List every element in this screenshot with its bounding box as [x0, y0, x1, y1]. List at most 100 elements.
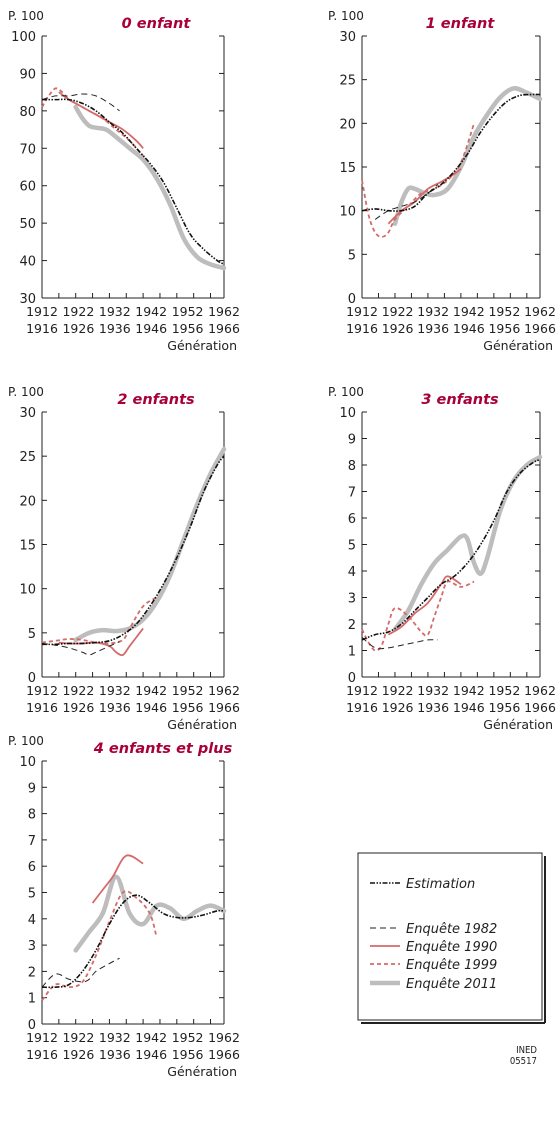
legend-box — [357, 852, 543, 1021]
y-tick-label: 30 — [19, 292, 36, 307]
x-tick-label: 1916 — [26, 700, 58, 715]
series-line-estimation — [41, 894, 225, 989]
x-tick-label: 1916 — [346, 700, 378, 715]
y-tick-label: 0 — [348, 292, 356, 307]
y-tick-label: 20 — [339, 117, 356, 132]
legend-label-e1999: Enquête 1999 — [406, 958, 497, 973]
y-tick-label: 3 — [28, 939, 36, 954]
x-tick-label: 1962 — [524, 683, 556, 698]
x-tick-label: 1936 — [99, 321, 131, 336]
x-tick-label: 1946 — [135, 700, 167, 715]
x-tick-label: 1956 — [172, 700, 204, 715]
x-tick-label: 1916 — [346, 321, 378, 336]
chart-panel-0-enfant: P. 100 0 enfant 30 40 50 60 70 80 90 100 1912 1916 1… — [8, 9, 240, 353]
x-axis-label: Génération — [167, 338, 237, 353]
y-tick-label: 60 — [19, 180, 36, 195]
x-tick-label: 1962 — [208, 304, 240, 319]
legend-label-e1990: Enquête 1990 — [406, 940, 497, 955]
y-tick-label: 10 — [19, 755, 36, 770]
x-tick-label: 1912 — [346, 683, 378, 698]
x-tick-label: 1936 — [417, 321, 449, 336]
x-tick-label: 1956 — [172, 1047, 204, 1062]
series-line-e1999 — [361, 580, 475, 652]
y-tick-label: 1 — [348, 645, 356, 660]
series-line-e2011 — [73, 874, 227, 953]
series-line-e2011 — [392, 86, 543, 227]
x-tick-label: 1926 — [62, 1047, 94, 1062]
series-line-e1999 — [361, 123, 475, 238]
y-tick-label: 70 — [19, 142, 36, 157]
x-tick-label: 1936 — [417, 700, 449, 715]
y-tick-label: 50 — [19, 217, 36, 232]
x-tick-label: 1962 — [524, 304, 556, 319]
x-tick-label: 1956 — [488, 321, 520, 336]
y-tick-label: 40 — [19, 255, 36, 270]
y-tick-label: 15 — [19, 539, 36, 554]
series-line-estimation — [41, 98, 225, 266]
x-tick-label: 1932 — [99, 1030, 131, 1045]
chart-title: 2 enfants — [117, 392, 195, 408]
series-line-e2011 — [392, 454, 543, 632]
y-tick-label: 10 — [19, 583, 36, 598]
y-tick-label: 6 — [348, 512, 356, 527]
y-tick-label: 25 — [19, 450, 36, 465]
series-line-estimation — [361, 93, 541, 212]
series-line-e1982 — [361, 636, 438, 650]
y-tick-label: 30 — [19, 406, 36, 421]
y-tick-label: 4 — [28, 913, 36, 928]
x-tick-label: 1912 — [26, 683, 58, 698]
y-tick-label: 6 — [28, 860, 36, 875]
x-tick-label: 1952 — [172, 1030, 204, 1045]
series-line-e1990 — [387, 575, 462, 636]
x-tick-label: 1966 — [524, 700, 556, 715]
x-tick-label: 1942 — [135, 304, 167, 319]
x-tick-label: 1956 — [488, 700, 520, 715]
series-line-e1982 — [41, 93, 120, 112]
x-tick-label: 1912 — [346, 304, 378, 319]
x-tick-label: 1936 — [99, 1047, 131, 1062]
x-tick-label: 1932 — [417, 304, 449, 319]
y-tick-label: 7 — [28, 834, 36, 849]
y-tick-label: 2 — [348, 618, 356, 633]
chart-title: 4 enfants et plus — [93, 741, 233, 757]
series-line-estimation — [361, 458, 541, 641]
x-tick-label: 1932 — [99, 683, 131, 698]
x-tick-label: 1946 — [453, 321, 485, 336]
x-tick-label: 1952 — [488, 304, 520, 319]
x-tick-label: 1942 — [453, 683, 485, 698]
x-tick-label: 1962 — [208, 1030, 240, 1045]
y-tick-label: 20 — [19, 494, 36, 509]
x-tick-label: 1966 — [208, 700, 240, 715]
y-tick-label: 10 — [339, 205, 356, 220]
x-tick-label: 1956 — [172, 321, 204, 336]
y-tick-label: 15 — [339, 161, 356, 176]
x-tick-label: 1942 — [135, 683, 167, 698]
x-tick-label: 1922 — [62, 1030, 94, 1045]
x-tick-label: 1932 — [99, 304, 131, 319]
y-tick-label: 1 — [28, 992, 36, 1007]
x-tick-label: 1966 — [524, 321, 556, 336]
x-tick-label: 1942 — [135, 1030, 167, 1045]
y-unit-label: P. 100 — [8, 734, 44, 748]
y-unit-label: P. 100 — [328, 385, 364, 399]
y-tick-label: 10 — [339, 406, 356, 421]
y-tick-label: 8 — [28, 808, 36, 823]
x-axis-label: Génération — [167, 717, 237, 732]
y-tick-label: 100 — [11, 30, 36, 45]
y-tick-label: 9 — [28, 781, 36, 796]
y-tick-label: 5 — [28, 627, 36, 642]
x-tick-label: 1952 — [172, 683, 204, 698]
series-line-e1999 — [41, 596, 158, 645]
series-line-e1982 — [41, 957, 120, 988]
series-line-estimation — [41, 455, 225, 646]
x-tick-label: 1922 — [382, 683, 414, 698]
credit-ined: INED — [516, 1045, 537, 1056]
y-tick-label: 2 — [28, 965, 36, 980]
x-tick-label: 1926 — [62, 700, 94, 715]
x-tick-label: 1916 — [26, 1047, 58, 1062]
x-tick-label: 1946 — [135, 321, 167, 336]
y-tick-label: 9 — [348, 433, 356, 448]
x-tick-label: 1962 — [208, 683, 240, 698]
y-tick-label: 5 — [28, 887, 36, 902]
